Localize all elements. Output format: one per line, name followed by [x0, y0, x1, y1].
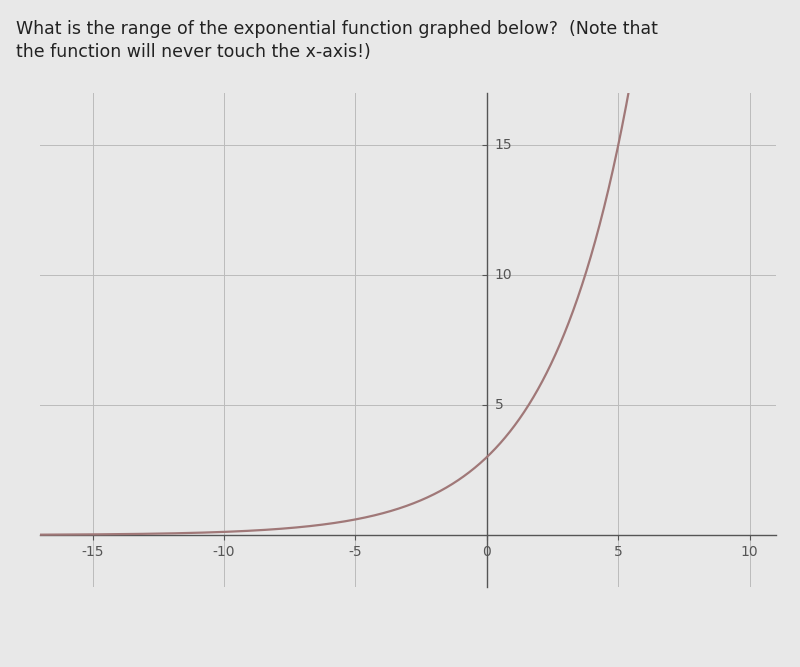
- Text: the function will never touch the x-axis!): the function will never touch the x-axis…: [16, 43, 370, 61]
- Text: 15: 15: [494, 138, 512, 152]
- Text: What is the range of the exponential function graphed below?  (Note that: What is the range of the exponential fun…: [16, 20, 658, 38]
- Text: 10: 10: [494, 268, 512, 282]
- Text: 5: 5: [494, 398, 503, 412]
